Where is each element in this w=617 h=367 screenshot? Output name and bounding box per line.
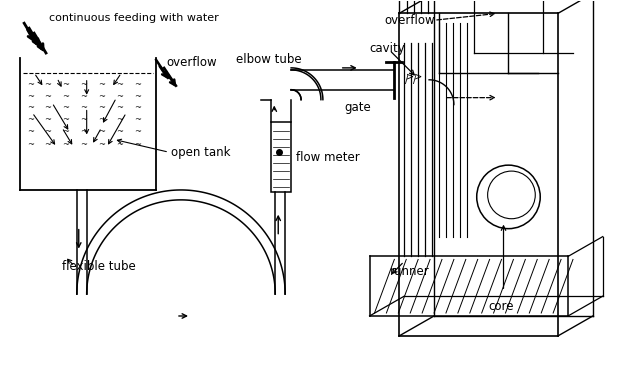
Text: ~: ~ [27, 116, 33, 124]
Text: ~: ~ [62, 81, 69, 89]
Text: ~: ~ [62, 92, 69, 101]
Text: ~: ~ [62, 116, 69, 124]
Text: core: core [489, 299, 514, 313]
Text: ~: ~ [44, 105, 51, 113]
Text: ~: ~ [62, 141, 69, 149]
Text: ~: ~ [134, 105, 141, 113]
Text: ~: ~ [134, 128, 141, 137]
Text: ~: ~ [134, 141, 141, 149]
Text: ~: ~ [27, 141, 33, 149]
Text: ~: ~ [27, 92, 33, 101]
Bar [271, 123, 291, 192]
Text: ~: ~ [27, 128, 33, 137]
Text: ~: ~ [80, 141, 87, 149]
Text: ~: ~ [80, 128, 87, 137]
Text: /: / [405, 75, 408, 85]
Text: ~: ~ [98, 105, 105, 113]
Text: ~: ~ [116, 116, 123, 124]
Text: ~: ~ [98, 81, 105, 89]
Text: ~: ~ [62, 128, 69, 137]
Text: ~: ~ [98, 128, 105, 137]
Text: ~: ~ [80, 105, 87, 113]
Text: ~: ~ [44, 81, 51, 89]
Text: overflow: overflow [384, 14, 435, 27]
Text: ~: ~ [80, 116, 87, 124]
Text: open tank: open tank [171, 146, 231, 159]
Text: ~: ~ [134, 92, 141, 101]
Text: elbow tube: elbow tube [236, 54, 301, 66]
Text: ~: ~ [98, 92, 105, 101]
Text: ~: ~ [98, 116, 105, 124]
Text: ~: ~ [44, 116, 51, 124]
Text: ~: ~ [134, 81, 141, 89]
Text: ~: ~ [80, 92, 87, 101]
Text: flow meter: flow meter [296, 151, 360, 164]
Text: ~: ~ [44, 128, 51, 137]
Text: gate: gate [345, 101, 371, 114]
Text: ~: ~ [27, 105, 33, 113]
Text: runner: runner [389, 265, 429, 278]
Text: >>: >> [406, 72, 422, 82]
Text: ~: ~ [44, 141, 51, 149]
Text: cavity: cavity [370, 41, 405, 55]
Text: flexible tube: flexible tube [62, 260, 136, 273]
Text: /: / [413, 75, 416, 85]
Text: overflow: overflow [166, 57, 217, 69]
Text: ~: ~ [44, 92, 51, 101]
Text: ~: ~ [98, 141, 105, 149]
Text: ~: ~ [27, 81, 33, 89]
Text: ~: ~ [116, 92, 123, 101]
Text: ~: ~ [62, 105, 69, 113]
Text: ~: ~ [116, 141, 123, 149]
Text: ~: ~ [80, 81, 87, 89]
Text: ~: ~ [116, 81, 123, 89]
Text: ~: ~ [116, 128, 123, 137]
Text: ~: ~ [134, 116, 141, 124]
Text: continuous feeding with water: continuous feeding with water [49, 13, 219, 23]
Text: ~: ~ [116, 105, 123, 113]
